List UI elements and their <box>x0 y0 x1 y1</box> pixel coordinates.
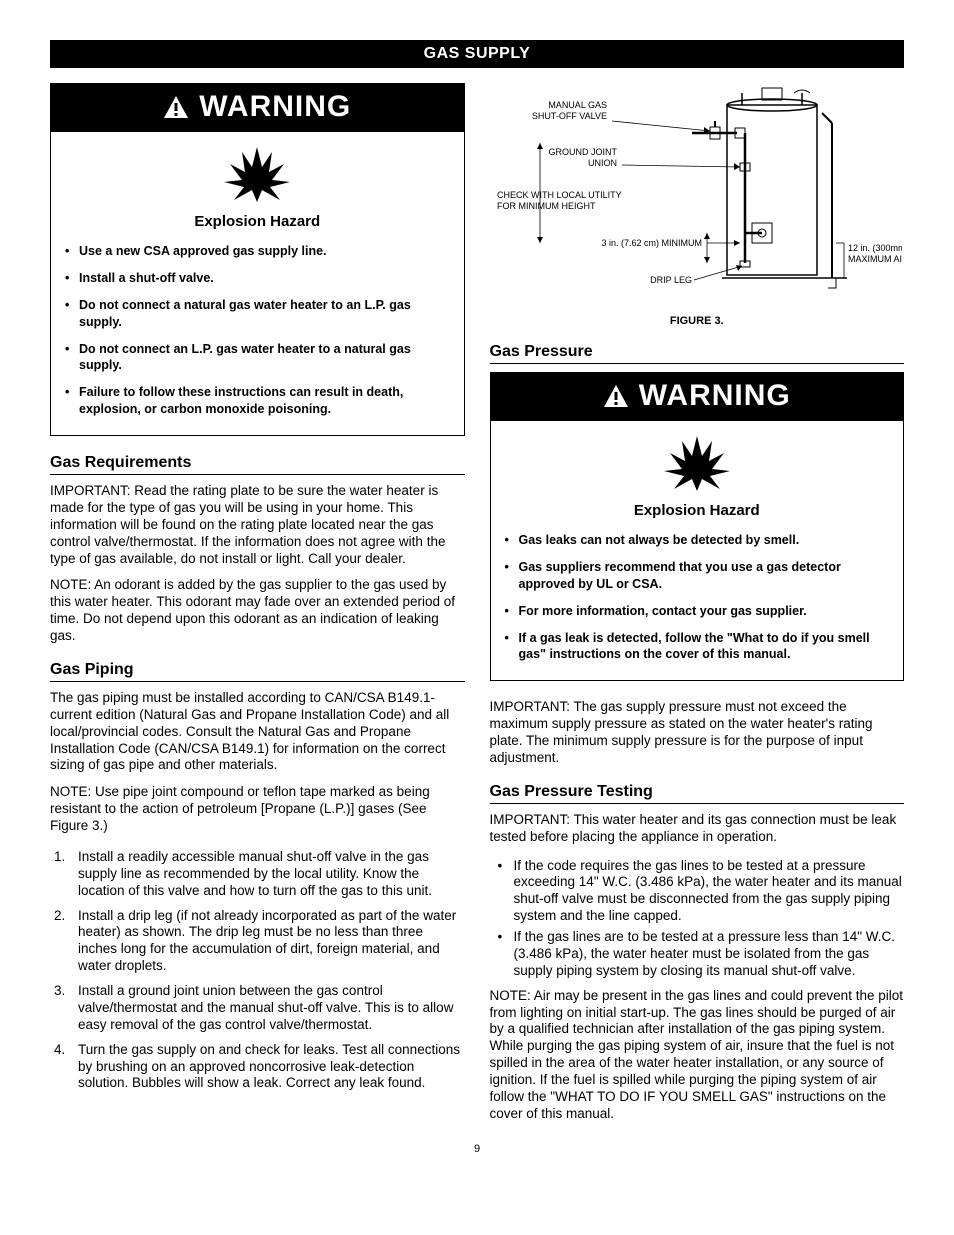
warning-item: Install a shut-off valve. <box>65 265 450 292</box>
gas-piping-steps: Install a readily accessible manual shut… <box>50 845 465 1096</box>
left-column: WARNING Explosion Hazard Use a new CSA a… <box>50 83 465 1133</box>
list-item: If the gas lines are to be tested at a p… <box>490 927 905 982</box>
explosion-icon <box>491 421 904 498</box>
warning-list-2: Gas leaks can not always be detected by … <box>491 527 904 680</box>
warning-item: Do not connect an L.P. gas water heater … <box>65 336 450 380</box>
list-item: Install a drip leg (if not already incor… <box>50 904 465 980</box>
fig-label: MAXIMUM AIR GAP <box>848 254 902 264</box>
section-header: GAS SUPPLY <box>50 40 904 68</box>
warning-item: For more information, contact your gas s… <box>505 598 890 625</box>
warning-label: WARNING <box>639 379 791 413</box>
warning-item: Gas suppliers recommend that you use a g… <box>505 554 890 598</box>
explosion-icon <box>51 132 464 209</box>
alert-triangle-icon <box>603 384 629 408</box>
fig-label: CHECK WITH LOCAL UTILITY <box>497 190 622 200</box>
list-item: If the code requires the gas lines to be… <box>490 856 905 928</box>
fig-label: GROUND JOINT <box>548 147 617 157</box>
paragraph: NOTE: Use pipe joint compound or teflon … <box>50 784 465 835</box>
fig-label: MANUAL GAS <box>548 100 607 110</box>
paragraph: IMPORTANT: The gas supply pressure must … <box>490 699 905 767</box>
paragraph: NOTE: An odorant is added by the gas sup… <box>50 577 465 645</box>
alert-triangle-icon <box>163 95 189 119</box>
heading-gas-requirements: Gas Requirements <box>50 454 465 475</box>
warning-box-1: WARNING Explosion Hazard Use a new CSA a… <box>50 83 465 436</box>
fig-label: 12 in. (300mm) <box>848 243 902 253</box>
warning-item: Use a new CSA approved gas supply line. <box>65 238 450 265</box>
fig-label: UNION <box>588 158 617 168</box>
warning-header-2: WARNING <box>491 373 904 421</box>
paragraph: NOTE: Air may be present in the gas line… <box>490 988 905 1123</box>
fig-label: 3 in. (7.62 cm) MINIMUM <box>601 238 702 248</box>
heading-gas-piping: Gas Piping <box>50 661 465 682</box>
list-item: Install a ground joint union between the… <box>50 979 465 1038</box>
fig-label: SHUT-OFF VALVE <box>532 111 607 121</box>
warning-header-1: WARNING <box>51 84 464 132</box>
two-column-layout: WARNING Explosion Hazard Use a new CSA a… <box>50 83 904 1133</box>
paragraph: IMPORTANT: This water heater and its gas… <box>490 812 905 846</box>
figure-3: MANUAL GAS SHUT-OFF VALVE GROUND JOINT U… <box>490 83 905 327</box>
warning-box-2: WARNING Explosion Hazard Gas leaks can n… <box>490 372 905 681</box>
warning-label: WARNING <box>199 90 351 124</box>
warning-item: Failure to follow these instructions can… <box>65 379 450 423</box>
hazard-title-2: Explosion Hazard <box>491 498 904 527</box>
warning-item: Gas leaks can not always be detected by … <box>505 527 890 554</box>
paragraph: IMPORTANT: Read the rating plate to be s… <box>50 483 465 567</box>
figure-caption: FIGURE 3. <box>490 315 905 327</box>
right-column: MANUAL GAS SHUT-OFF VALVE GROUND JOINT U… <box>490 83 905 1133</box>
page-number: 9 <box>50 1143 904 1155</box>
warning-item: If a gas leak is detected, follow the "W… <box>505 625 890 669</box>
list-item: Install a readily accessible manual shut… <box>50 845 465 904</box>
hazard-title-1: Explosion Hazard <box>51 209 464 238</box>
paragraph: The gas piping must be installed accordi… <box>50 690 465 774</box>
testing-bullets: If the code requires the gas lines to be… <box>490 856 905 982</box>
heading-gas-pressure: Gas Pressure <box>490 343 905 364</box>
warning-list-1: Use a new CSA approved gas supply line. … <box>51 238 464 435</box>
fig-label: DRIP LEG <box>650 275 692 285</box>
warning-item: Do not connect a natural gas water heate… <box>65 292 450 336</box>
heading-gas-pressure-testing: Gas Pressure Testing <box>490 783 905 804</box>
fig-label: FOR MINIMUM HEIGHT <box>497 201 596 211</box>
list-item: Turn the gas supply on and check for lea… <box>50 1038 465 1097</box>
